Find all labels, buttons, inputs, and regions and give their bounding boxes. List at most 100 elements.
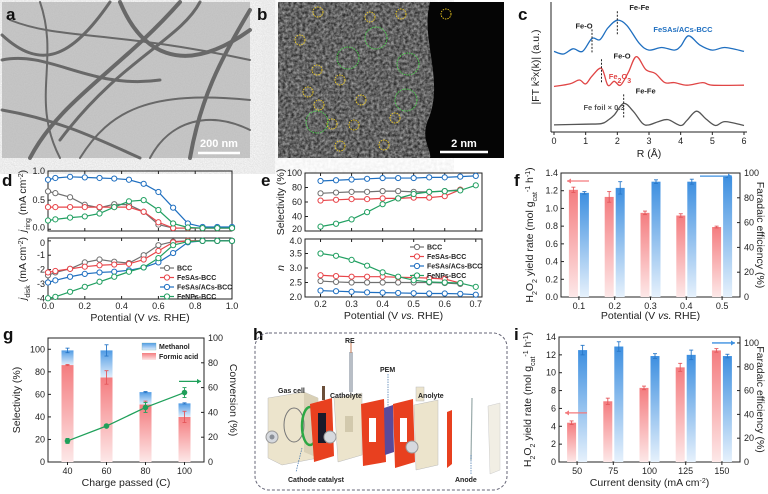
legend-marker bbox=[163, 283, 171, 291]
label-segment: Conversion (%) bbox=[227, 364, 239, 436]
data-point bbox=[364, 289, 371, 296]
label-segment: cat bbox=[532, 192, 539, 201]
label-segment: h bbox=[524, 177, 536, 186]
data-point bbox=[426, 174, 433, 181]
data-point bbox=[96, 204, 103, 211]
x-tick-label: 0.8 bbox=[189, 301, 202, 311]
chart-i: 0 2 4 6 8 10 12 14 0 20 40 60 80 100 50 75 100 125 150 Curr… bbox=[522, 332, 766, 489]
label-segment: yield rate (mol g bbox=[522, 366, 534, 444]
label-segment: ) bbox=[17, 170, 29, 174]
nanofiber bbox=[58, 0, 202, 142]
legend: Methanol Formic acid bbox=[141, 342, 198, 361]
x-tick-label: 0.5 bbox=[407, 299, 420, 309]
data-point bbox=[155, 242, 162, 249]
data-point bbox=[199, 224, 206, 232]
series-bcc bbox=[44, 237, 236, 279]
data-point bbox=[96, 256, 103, 263]
series-fenps-bcc bbox=[317, 250, 479, 290]
arrow-head-icon bbox=[197, 378, 201, 384]
label-segment: -1 bbox=[523, 335, 530, 341]
data-point bbox=[379, 279, 386, 286]
label-segment: Selectivity (%) bbox=[275, 169, 287, 236]
data-point bbox=[332, 252, 340, 259]
data-point bbox=[81, 174, 88, 181]
label-segment: vs. bbox=[148, 312, 161, 324]
arrow-head-icon bbox=[565, 410, 569, 416]
chart-e-bottom: 2.0 2.5 3.0 3.5 4.0 0.2 0.3 0.4 0.5 0.6 0.7 n BCC FeS… bbox=[275, 236, 483, 322]
data-point bbox=[52, 174, 59, 182]
series-fenps-bcc bbox=[317, 182, 479, 230]
y-axis-label: Selectivity (%) bbox=[11, 367, 23, 434]
single-atom-marker bbox=[364, 11, 376, 23]
label-segment: Charge passed (C) bbox=[82, 477, 171, 489]
data-point bbox=[199, 237, 206, 244]
legend-marker bbox=[163, 293, 171, 300]
data-point bbox=[426, 188, 433, 195]
nanofiber bbox=[39, 1, 61, 159]
panel-label-i: i bbox=[514, 325, 519, 344]
label-segment: 2 bbox=[618, 78, 622, 85]
label-segment: Fe bbox=[609, 72, 618, 81]
label-segment: Potential (V bbox=[90, 312, 147, 324]
label-segment: 2 bbox=[532, 279, 539, 283]
legend-marker bbox=[413, 243, 421, 251]
y2-tick-label: 100 bbox=[744, 338, 759, 348]
data-point bbox=[364, 262, 371, 269]
data-point bbox=[96, 210, 103, 217]
data-point bbox=[142, 404, 149, 411]
label-pem: PEM bbox=[380, 367, 395, 374]
x-tick-label: 150 bbox=[714, 466, 729, 476]
peak-label: Fe-O bbox=[575, 21, 592, 30]
data-point bbox=[395, 289, 402, 297]
label-segment: x(k)| (a.u.) bbox=[530, 29, 542, 77]
x-tick-label: 75 bbox=[608, 466, 618, 476]
y-tick-label: 0.0 bbox=[545, 292, 558, 302]
data-point bbox=[66, 214, 74, 221]
label-segment: RHE) bbox=[415, 310, 444, 322]
y-tick-label: 60 bbox=[292, 197, 302, 207]
x-axis-label: Potential (V vs. RHE) bbox=[601, 310, 700, 322]
series-fesas-acs-bcc bbox=[44, 173, 236, 231]
y2-tick-label: 40 bbox=[744, 409, 754, 419]
data-point bbox=[317, 223, 324, 230]
data-point bbox=[441, 279, 448, 286]
single-atom-marker bbox=[334, 140, 346, 152]
chart-d-bottom: -4 -3 -2 -1 0 0.0 0.2 0.4 0.6 0.8 1.0 jdisk (mA cm-… bbox=[17, 237, 238, 324]
label-segment: (mA cm bbox=[17, 179, 29, 218]
spectrum-fesas-acs-bcc bbox=[553, 19, 745, 55]
single-atom-marker bbox=[326, 118, 338, 130]
label-segment: |FT k bbox=[530, 80, 542, 104]
y-axis-label: n bbox=[275, 265, 287, 271]
x-tick-label: 0.6 bbox=[438, 299, 451, 309]
data-point bbox=[348, 216, 355, 223]
bar-group bbox=[711, 348, 732, 462]
y-tick-label: 0.5 bbox=[32, 195, 45, 205]
bar-faradaic-efficiency bbox=[651, 181, 661, 297]
data-point bbox=[140, 264, 147, 271]
arrow-head-icon bbox=[567, 178, 571, 184]
panel-label-h: h bbox=[253, 325, 263, 344]
data-point bbox=[379, 188, 386, 195]
label-segment: h bbox=[522, 341, 534, 350]
bar-yield bbox=[676, 215, 686, 297]
bar-faradaic-efficiency bbox=[686, 354, 696, 462]
x-tick-label: 0.6 bbox=[152, 301, 165, 311]
label-segment: 2 bbox=[530, 456, 537, 460]
data-point bbox=[317, 197, 324, 204]
legend-label: Formic acid bbox=[159, 354, 198, 361]
peak-label: Fe-O bbox=[614, 51, 631, 60]
bar-formic-acid bbox=[61, 365, 74, 462]
y-tick-label: 1.0 bbox=[32, 166, 45, 176]
data-point bbox=[395, 174, 402, 182]
x-tick-label: 0.1 bbox=[573, 301, 586, 311]
data-point bbox=[170, 242, 177, 249]
y-axis-label: jring (mA cm-2) bbox=[17, 170, 32, 234]
label-segment: O bbox=[621, 72, 627, 81]
data-point bbox=[81, 263, 88, 270]
legend-item: FeSAs-BCC bbox=[410, 253, 466, 261]
axes-frame bbox=[304, 172, 483, 232]
single-atom-marker bbox=[313, 99, 325, 111]
x-axis-label: Potential (V vs. RHE) bbox=[90, 312, 189, 324]
data-point bbox=[457, 290, 464, 297]
